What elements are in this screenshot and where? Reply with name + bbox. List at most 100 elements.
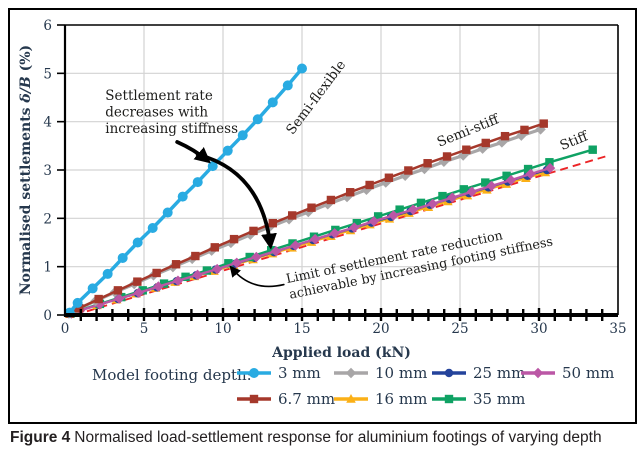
marker — [459, 185, 468, 194]
legend-swatch-25mm-icon — [432, 368, 466, 378]
marker — [237, 130, 248, 141]
legend-item-16mm: 16 mm — [332, 390, 427, 408]
x-tick-label: 0 — [61, 321, 70, 337]
marker — [416, 198, 426, 208]
marker — [349, 222, 360, 233]
y-axis-title: Normalised settlements δ/B (%) — [18, 45, 34, 295]
y-tick-label: 4 — [43, 115, 52, 131]
marker — [462, 145, 471, 154]
legend-label-10mm: 10 mm — [375, 364, 428, 382]
marker — [147, 223, 158, 233]
marker — [251, 251, 262, 263]
marker — [388, 210, 399, 221]
marker — [207, 161, 218, 172]
marker — [345, 367, 357, 379]
legend-label-3mm: 3 mm — [278, 364, 321, 382]
marker — [309, 233, 321, 245]
marker — [94, 294, 103, 304]
svg-text:Settlement rate: Settlement rate — [105, 88, 213, 104]
marker — [288, 211, 297, 220]
marker — [297, 63, 307, 74]
y-tick-label: 1 — [43, 260, 52, 276]
legend-label-25mm: 25 mm — [473, 364, 526, 382]
marker — [210, 243, 219, 252]
marker — [290, 240, 301, 251]
marker — [486, 180, 497, 192]
svg-text:increasing stiffness: increasing stiffness — [105, 121, 238, 137]
marker — [447, 192, 458, 203]
svg-text:decreases with: decreases with — [105, 104, 208, 120]
marker — [266, 246, 276, 255]
marker — [365, 180, 374, 190]
legend-item-50mm: 50 mm — [519, 364, 614, 382]
marker — [224, 259, 233, 268]
legend-label-16mm: 16 mm — [375, 390, 428, 408]
marker — [525, 168, 536, 180]
marker — [588, 145, 597, 154]
marker — [532, 367, 544, 379]
stiffness-arrow-lower — [195, 152, 277, 250]
marker — [442, 152, 452, 161]
figure-caption-label: Figure 4 — [10, 429, 71, 446]
legend-label-35mm: 35 mm — [473, 390, 526, 408]
marker — [404, 166, 413, 175]
marker — [500, 131, 510, 141]
marker — [117, 252, 128, 263]
legend-item-25mm: 25 mm — [430, 364, 525, 382]
series-3mm — [64, 63, 307, 318]
marker — [222, 145, 233, 156]
legend-swatch-3mm-icon — [237, 368, 271, 378]
marker — [245, 252, 254, 262]
y-tick-label: 3 — [43, 163, 52, 179]
legend-swatch-50mm-icon — [521, 367, 555, 379]
legend-item-3mm: 3 mm — [235, 364, 321, 382]
y-tick-label: 0 — [43, 308, 52, 324]
legend-item-10mm: 10 mm — [332, 364, 427, 382]
y-tick-label: 5 — [43, 66, 52, 82]
figure-frame — [8, 8, 637, 424]
marker — [481, 138, 490, 148]
marker — [326, 195, 336, 205]
marker — [72, 297, 83, 308]
marker — [172, 275, 184, 286]
marker — [346, 394, 356, 403]
marker — [505, 174, 517, 186]
marker — [249, 394, 259, 404]
marker — [502, 171, 511, 180]
x-tick-label: 10 — [214, 321, 231, 337]
marker — [133, 287, 144, 298]
marker — [444, 368, 454, 378]
marker — [535, 124, 546, 135]
figure-caption: Figure 4 Normalised load-settlement respo… — [10, 429, 640, 447]
marker — [539, 119, 548, 128]
marker — [192, 177, 203, 188]
marker — [523, 164, 533, 174]
x-tick-label: 25 — [451, 321, 468, 337]
marker — [307, 203, 316, 212]
x-tick-label: 15 — [293, 321, 310, 337]
marker — [444, 394, 454, 404]
marker — [516, 130, 527, 141]
marker — [249, 368, 259, 378]
legend-swatch-16mm-icon — [334, 394, 368, 403]
marker — [191, 251, 200, 261]
marker — [438, 191, 447, 201]
marker — [373, 212, 383, 221]
marker — [153, 281, 164, 292]
data-series — [63, 63, 606, 319]
x-axis-title: Applied load (kN) — [271, 345, 411, 361]
marker — [171, 260, 181, 269]
gridlines — [65, 25, 618, 315]
x-tick-label: 20 — [372, 321, 389, 337]
marker — [345, 188, 355, 197]
limit-pointer-arrow — [229, 265, 285, 288]
marker — [133, 277, 142, 286]
legend-item-6-7mm: 6.7 mm — [235, 390, 335, 408]
marker — [132, 237, 143, 248]
axes: 0 5 10 15 20 25 30 35 0 1 2 3 4 5 6 Applied load (kN) No… — [18, 18, 627, 361]
marker — [252, 114, 263, 125]
series-50mm — [66, 162, 556, 319]
marker — [202, 266, 212, 275]
